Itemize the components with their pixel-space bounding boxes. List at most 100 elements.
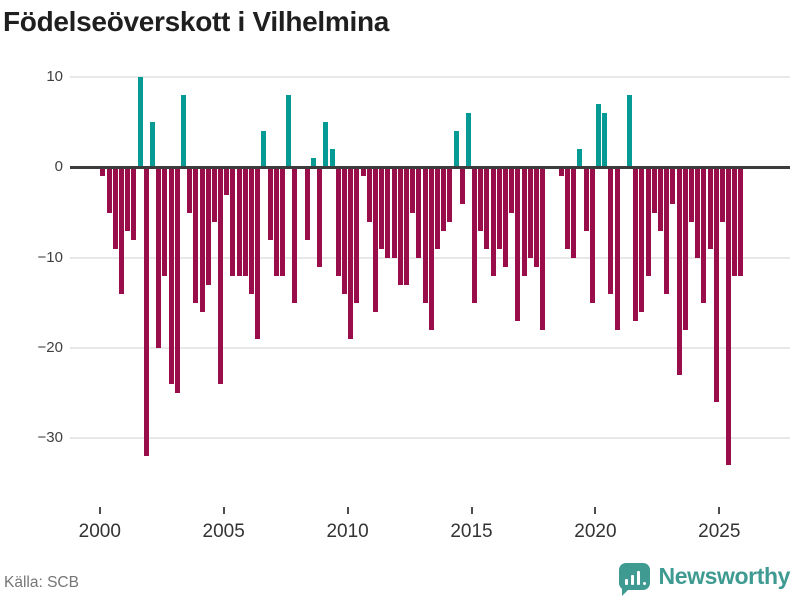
bar bbox=[149, 122, 155, 168]
bar bbox=[385, 167, 391, 258]
bar bbox=[416, 167, 422, 258]
bar bbox=[156, 167, 162, 348]
y-tick-label: −30 bbox=[37, 429, 63, 447]
bar bbox=[360, 167, 366, 177]
bar bbox=[478, 167, 484, 231]
x-tick-mark bbox=[346, 507, 349, 514]
bar bbox=[626, 95, 632, 168]
bar bbox=[143, 167, 149, 457]
bar bbox=[335, 167, 341, 276]
bar bbox=[106, 167, 112, 213]
bar bbox=[329, 149, 335, 168]
bar bbox=[422, 167, 428, 303]
bar bbox=[342, 167, 347, 294]
x-tick-mark bbox=[594, 507, 597, 514]
bar bbox=[534, 167, 540, 267]
gridline bbox=[70, 437, 790, 440]
bar bbox=[428, 167, 434, 330]
bar bbox=[162, 167, 168, 276]
bar bbox=[100, 167, 106, 177]
bar bbox=[713, 167, 719, 403]
bar bbox=[348, 167, 354, 339]
x-tick-label: 2015 bbox=[450, 521, 493, 542]
bar bbox=[515, 167, 521, 321]
bar bbox=[738, 167, 744, 276]
bar bbox=[205, 167, 211, 285]
x-tick-label: 2000 bbox=[78, 521, 121, 542]
exclamation-dot bbox=[642, 581, 647, 585]
bar bbox=[676, 167, 682, 376]
bar bbox=[472, 167, 478, 303]
chart-bubble-icon bbox=[618, 563, 650, 596]
bar bbox=[589, 167, 595, 303]
bar bbox=[118, 167, 124, 294]
bar bbox=[242, 167, 248, 276]
x-tick-label: 2025 bbox=[698, 521, 741, 542]
bar bbox=[292, 167, 298, 303]
bar bbox=[583, 167, 589, 231]
bar bbox=[688, 167, 694, 222]
bar bbox=[193, 167, 199, 303]
bar bbox=[112, 167, 118, 249]
bar bbox=[682, 167, 688, 330]
y-tick-label: 10 bbox=[46, 68, 63, 86]
y-tick-label: −20 bbox=[37, 338, 63, 356]
bar bbox=[453, 131, 459, 168]
bar bbox=[521, 167, 527, 276]
x-tick-label: 2010 bbox=[326, 521, 369, 542]
plot-area: 10 0 −10 −20 −30 2000 2005 2010 2015 2020 2025 bbox=[37, 68, 790, 542]
bar bbox=[527, 167, 533, 258]
bar bbox=[701, 167, 707, 303]
bar bbox=[249, 167, 255, 294]
bar bbox=[633, 167, 639, 321]
bar bbox=[657, 167, 663, 231]
bar bbox=[267, 167, 273, 240]
bar bbox=[639, 167, 645, 312]
bar bbox=[558, 167, 564, 177]
bar bbox=[565, 167, 571, 249]
bar bbox=[125, 167, 131, 231]
bar bbox=[459, 167, 465, 204]
bar bbox=[509, 167, 515, 213]
bar bbox=[224, 167, 230, 195]
bar bbox=[311, 158, 317, 168]
bar bbox=[651, 167, 657, 213]
x-tick-mark bbox=[718, 507, 721, 514]
bar bbox=[490, 167, 496, 276]
bar bbox=[354, 167, 360, 303]
bar bbox=[726, 167, 732, 466]
bar bbox=[317, 167, 323, 267]
zero-line bbox=[70, 165, 790, 169]
x-tick-mark bbox=[222, 507, 225, 514]
bar bbox=[187, 167, 193, 213]
newsworthy-logo[interactable]: Newsworthy bbox=[618, 563, 791, 596]
bar bbox=[496, 167, 502, 249]
bar bbox=[199, 167, 205, 312]
bar bbox=[261, 131, 267, 168]
bar bbox=[286, 95, 292, 168]
bar bbox=[410, 167, 416, 213]
bubble-tail bbox=[621, 588, 630, 596]
page-title: Födelseöverskott i Vilhelmina bbox=[3, 6, 390, 37]
x-tick-mark bbox=[470, 507, 473, 514]
bar bbox=[434, 167, 440, 249]
bar bbox=[137, 77, 143, 168]
bar bbox=[577, 149, 583, 168]
bar bbox=[236, 167, 242, 276]
bar bbox=[484, 167, 490, 249]
bar bbox=[230, 167, 236, 276]
bar bbox=[441, 167, 447, 231]
gridline bbox=[70, 76, 790, 79]
bar bbox=[465, 113, 471, 168]
bar bbox=[323, 122, 329, 168]
bar bbox=[645, 167, 651, 276]
bar bbox=[211, 167, 217, 222]
bar bbox=[255, 167, 261, 339]
bar bbox=[403, 167, 409, 285]
bar bbox=[602, 113, 608, 168]
bar bbox=[273, 167, 279, 276]
bar bbox=[379, 167, 385, 249]
bar bbox=[280, 167, 286, 276]
x-tick-label: 2005 bbox=[202, 521, 245, 542]
logo-text: Newsworthy bbox=[658, 563, 791, 589]
